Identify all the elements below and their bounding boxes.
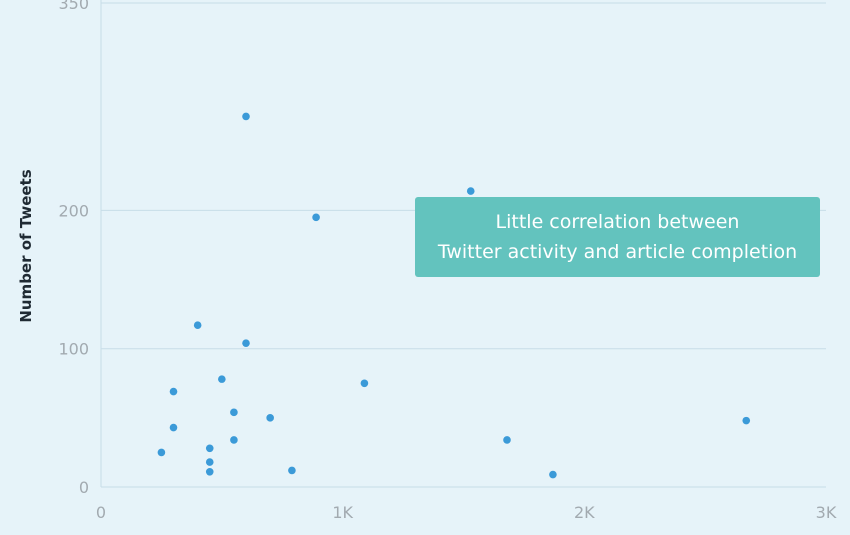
x-tick-labels: 0 1K 2K 3K [96, 503, 837, 522]
y-tick-labels: 0 100 200 350 [58, 0, 89, 497]
data-point [466, 187, 475, 195]
y-tick-label: 0 [79, 478, 89, 497]
data-point [266, 414, 274, 422]
x-tick-label: 3K [816, 503, 837, 522]
data-point [360, 379, 369, 388]
data-point [503, 436, 511, 444]
data-point [230, 408, 238, 417]
data-point [205, 444, 214, 453]
data-point [742, 416, 751, 425]
x-tick-label: 0 [96, 503, 106, 522]
data-point [193, 321, 202, 330]
x-tick-label: 2K [574, 503, 595, 522]
data-point [218, 375, 226, 383]
x-tick-label: 1K [332, 503, 353, 522]
data-point [169, 423, 178, 432]
annotation-box: Little correlation between Twitter activ… [415, 197, 820, 277]
y-axis-label: Number of Tweets [17, 169, 35, 322]
data-point [549, 470, 557, 479]
data-point [288, 466, 296, 475]
annotation-line-1: Little correlation between [495, 211, 740, 233]
y-tick-label: 350 [58, 0, 89, 13]
annotation-line-2: Twitter activity and article completion [437, 241, 798, 263]
data-point [230, 436, 238, 444]
data-point [312, 213, 320, 222]
data-point [242, 339, 250, 347]
data-points [157, 112, 751, 479]
y-tick-label: 100 [58, 340, 89, 359]
data-point [169, 387, 178, 396]
data-point [205, 458, 214, 466]
data-point [157, 448, 166, 457]
data-point [205, 467, 214, 476]
y-tick-label: 200 [58, 201, 89, 220]
data-point [242, 112, 250, 121]
